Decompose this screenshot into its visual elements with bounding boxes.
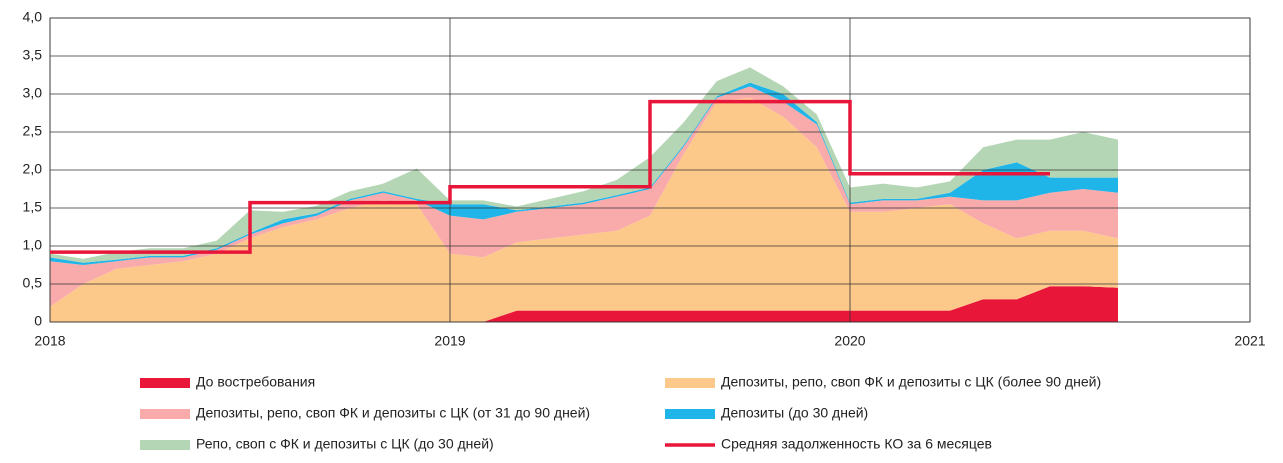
legend-label: Депозиты (до 30 дней) xyxy=(721,405,868,421)
line xyxy=(50,99,1050,254)
legend-swatch xyxy=(140,440,190,450)
legend-swatch xyxy=(140,409,190,419)
x-tick-label: 2020 xyxy=(834,333,865,349)
x-tick-label: 2021 xyxy=(1234,333,1265,349)
legend-swatch xyxy=(665,409,715,419)
plot-border xyxy=(49,17,1251,323)
legend-label: До востребования xyxy=(196,374,315,390)
y-tick-label: 1,5 xyxy=(23,199,43,215)
y-tick-label: 4,0 xyxy=(23,9,43,25)
legend-label: Депозиты, репо, своп ФК и депозиты с ЦК … xyxy=(721,374,1101,390)
y-tick-label: 1,0 xyxy=(23,237,43,253)
y-tick-label: 3,0 xyxy=(23,85,43,101)
y-tick-label: 0,5 xyxy=(23,275,43,291)
legend-swatch xyxy=(140,378,190,388)
x-tick-label: 2018 xyxy=(34,333,65,349)
y-tick-label: 2,0 xyxy=(23,161,43,177)
y-tick-label: 2,5 xyxy=(23,123,43,139)
area xyxy=(50,286,1118,322)
y-tick-label: 3,5 xyxy=(23,47,43,63)
legend-label: Средняя задолженность КО за 6 месяцев xyxy=(721,436,992,452)
legend-swatch xyxy=(665,378,715,388)
x-tick-label: 2019 xyxy=(434,333,465,349)
y-tick-label: 0 xyxy=(34,313,42,329)
legend-label: Депозиты, репо, своп ФК и депозиты с ЦК … xyxy=(196,405,590,421)
legend-label: Репо, своп с ФК и депозиты с ЦК (до 30 д… xyxy=(196,436,494,452)
area xyxy=(50,97,1118,322)
